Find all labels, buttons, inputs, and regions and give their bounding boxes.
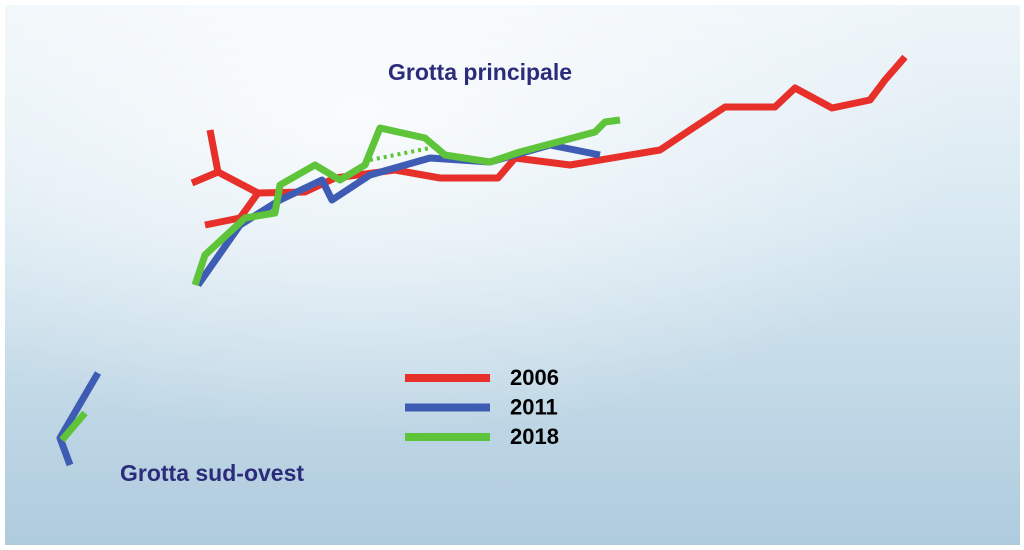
main-cave-label: Grotta principale [388, 59, 572, 85]
legend-label: 2018 [510, 424, 559, 449]
survey-2006-branch [206, 129, 222, 173]
background-glow [5, 5, 1020, 545]
legend-label: 2006 [510, 365, 559, 390]
survey-2018-southwest [59, 410, 88, 443]
survey-2018-dotted [369, 146, 431, 162]
legend: 2006 2011 2018 [405, 365, 559, 449]
legend-label: 2011 [510, 394, 558, 419]
survey-2006 [190, 54, 908, 197]
southwest-cave-label: Grotta sud-ovest [120, 460, 304, 486]
survey-2018 [191, 116, 621, 287]
